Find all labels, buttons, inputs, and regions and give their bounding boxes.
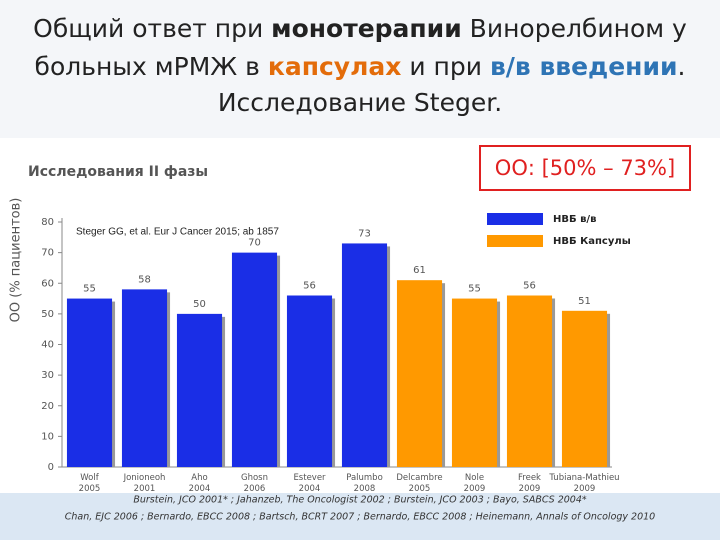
title-part: Винорелбином у <box>462 14 687 43</box>
footer-area <box>0 493 720 540</box>
x-tick-name: Jonioneoh <box>123 473 166 483</box>
annotation: ОО: [50% – 73%] <box>495 156 675 180</box>
value-label: 58 <box>138 274 151 285</box>
title-part: . <box>678 52 686 81</box>
x-tick-label: Freek 2009 <box>518 473 541 494</box>
y-tick-label: 10 <box>41 431 54 442</box>
title-part: и при <box>401 52 490 81</box>
bar <box>121 289 168 467</box>
x-tick-label: Wolf 2005 <box>79 473 101 494</box>
x-tick-name: Freek <box>518 473 541 483</box>
footer-line: Burstein, JCO 2001* ; Jahanzeb, The Onco… <box>133 495 587 506</box>
x-tick-label: Palumbo 2008 <box>346 473 383 494</box>
footer-line: Chan, EJC 2006 ; Bernardo, EBCC 2008 ; B… <box>65 512 655 523</box>
x-tick-name: Estever <box>293 473 326 483</box>
value-label: 70 <box>248 238 261 249</box>
y-tick-label: 0 <box>48 462 54 473</box>
x-tick-label: Delcambre 2005 <box>396 473 442 494</box>
bar <box>231 252 278 467</box>
x-tick-year: 2009 <box>464 484 486 494</box>
chart-title: Исследования II фазы <box>28 164 208 180</box>
x-tick-label: Ghosn 2006 <box>241 473 268 494</box>
y-axis-label: ОО (% пациентов) <box>9 198 24 323</box>
y-tick-label: 80 <box>41 217 54 228</box>
bar <box>451 298 498 467</box>
title-part: больных мРМЖ в <box>35 52 268 81</box>
value-label: 50 <box>193 299 206 310</box>
value-label: 56 <box>303 281 316 292</box>
y-tick-label: 30 <box>41 370 54 381</box>
x-tick-name: Aho <box>191 473 207 483</box>
value-label: 73 <box>358 228 371 239</box>
x-tick-name: Delcambre <box>396 473 442 483</box>
title-line: Общий ответ при монотерапии Винорелбином… <box>33 14 687 43</box>
x-tick-name: Palumbo <box>346 473 383 483</box>
bar <box>561 310 608 467</box>
x-tick-label: Tubiana-Mathieu 2009 <box>548 473 619 494</box>
value-label: 51 <box>578 296 591 307</box>
legend-label: НВБ Капсулы <box>553 236 631 247</box>
y-tick-label: 50 <box>41 309 54 320</box>
x-tick-name: Ghosn <box>241 473 268 483</box>
value-label: 56 <box>523 281 536 292</box>
value-label: 61 <box>413 265 426 276</box>
x-tick-year: 2009 <box>519 484 541 494</box>
x-tick-year: 2009 <box>574 484 596 494</box>
legend-swatch <box>487 235 543 247</box>
x-tick-year: 2008 <box>354 484 376 494</box>
title-part: капсулах <box>268 52 402 81</box>
title-part: Общий ответ при <box>33 14 271 43</box>
value-label: 55 <box>468 284 481 295</box>
x-tick-name: Tubiana-Mathieu <box>548 473 619 483</box>
x-tick-year: 2004 <box>299 484 321 494</box>
y-tick-label: 20 <box>41 401 54 412</box>
annotation-box <box>479 145 691 191</box>
reference: Steger GG, et al. Eur J Cancer 2015; ab … <box>76 227 279 238</box>
bar <box>286 295 333 467</box>
x-tick-year: 2005 <box>79 484 101 494</box>
x-tick-label: Estever 2004 <box>293 473 326 494</box>
x-tick-label: Jonioneoh 2001 <box>123 473 166 494</box>
title-line: Исследование Steger. <box>218 88 502 117</box>
title-part: монотерапии <box>271 14 462 43</box>
bar <box>341 243 388 467</box>
x-tick-label: Nole 2009 <box>464 473 486 494</box>
legend-swatch <box>487 213 543 225</box>
bar <box>66 298 113 467</box>
x-tick-year: 2005 <box>409 484 431 494</box>
x-tick-year: 2004 <box>189 484 211 494</box>
title-line: больных мРМЖ в капсулах и при в/в введен… <box>35 52 686 81</box>
x-tick-year: 2001 <box>134 484 156 494</box>
x-tick-name: Wolf <box>80 473 99 483</box>
y-tick-label: 70 <box>41 248 54 259</box>
value-label: 55 <box>83 284 96 295</box>
legend-label: НВБ в/в <box>553 214 596 225</box>
title-part: в/в введении <box>490 52 678 81</box>
bar <box>176 313 223 467</box>
x-tick-year: 2006 <box>244 484 266 494</box>
bar <box>396 280 443 467</box>
y-tick-label: 60 <box>41 278 54 289</box>
x-tick-label: Aho 2004 <box>189 473 211 494</box>
bar <box>506 295 553 467</box>
y-tick-label: 40 <box>41 340 54 351</box>
x-tick-name: Nole <box>465 473 484 483</box>
